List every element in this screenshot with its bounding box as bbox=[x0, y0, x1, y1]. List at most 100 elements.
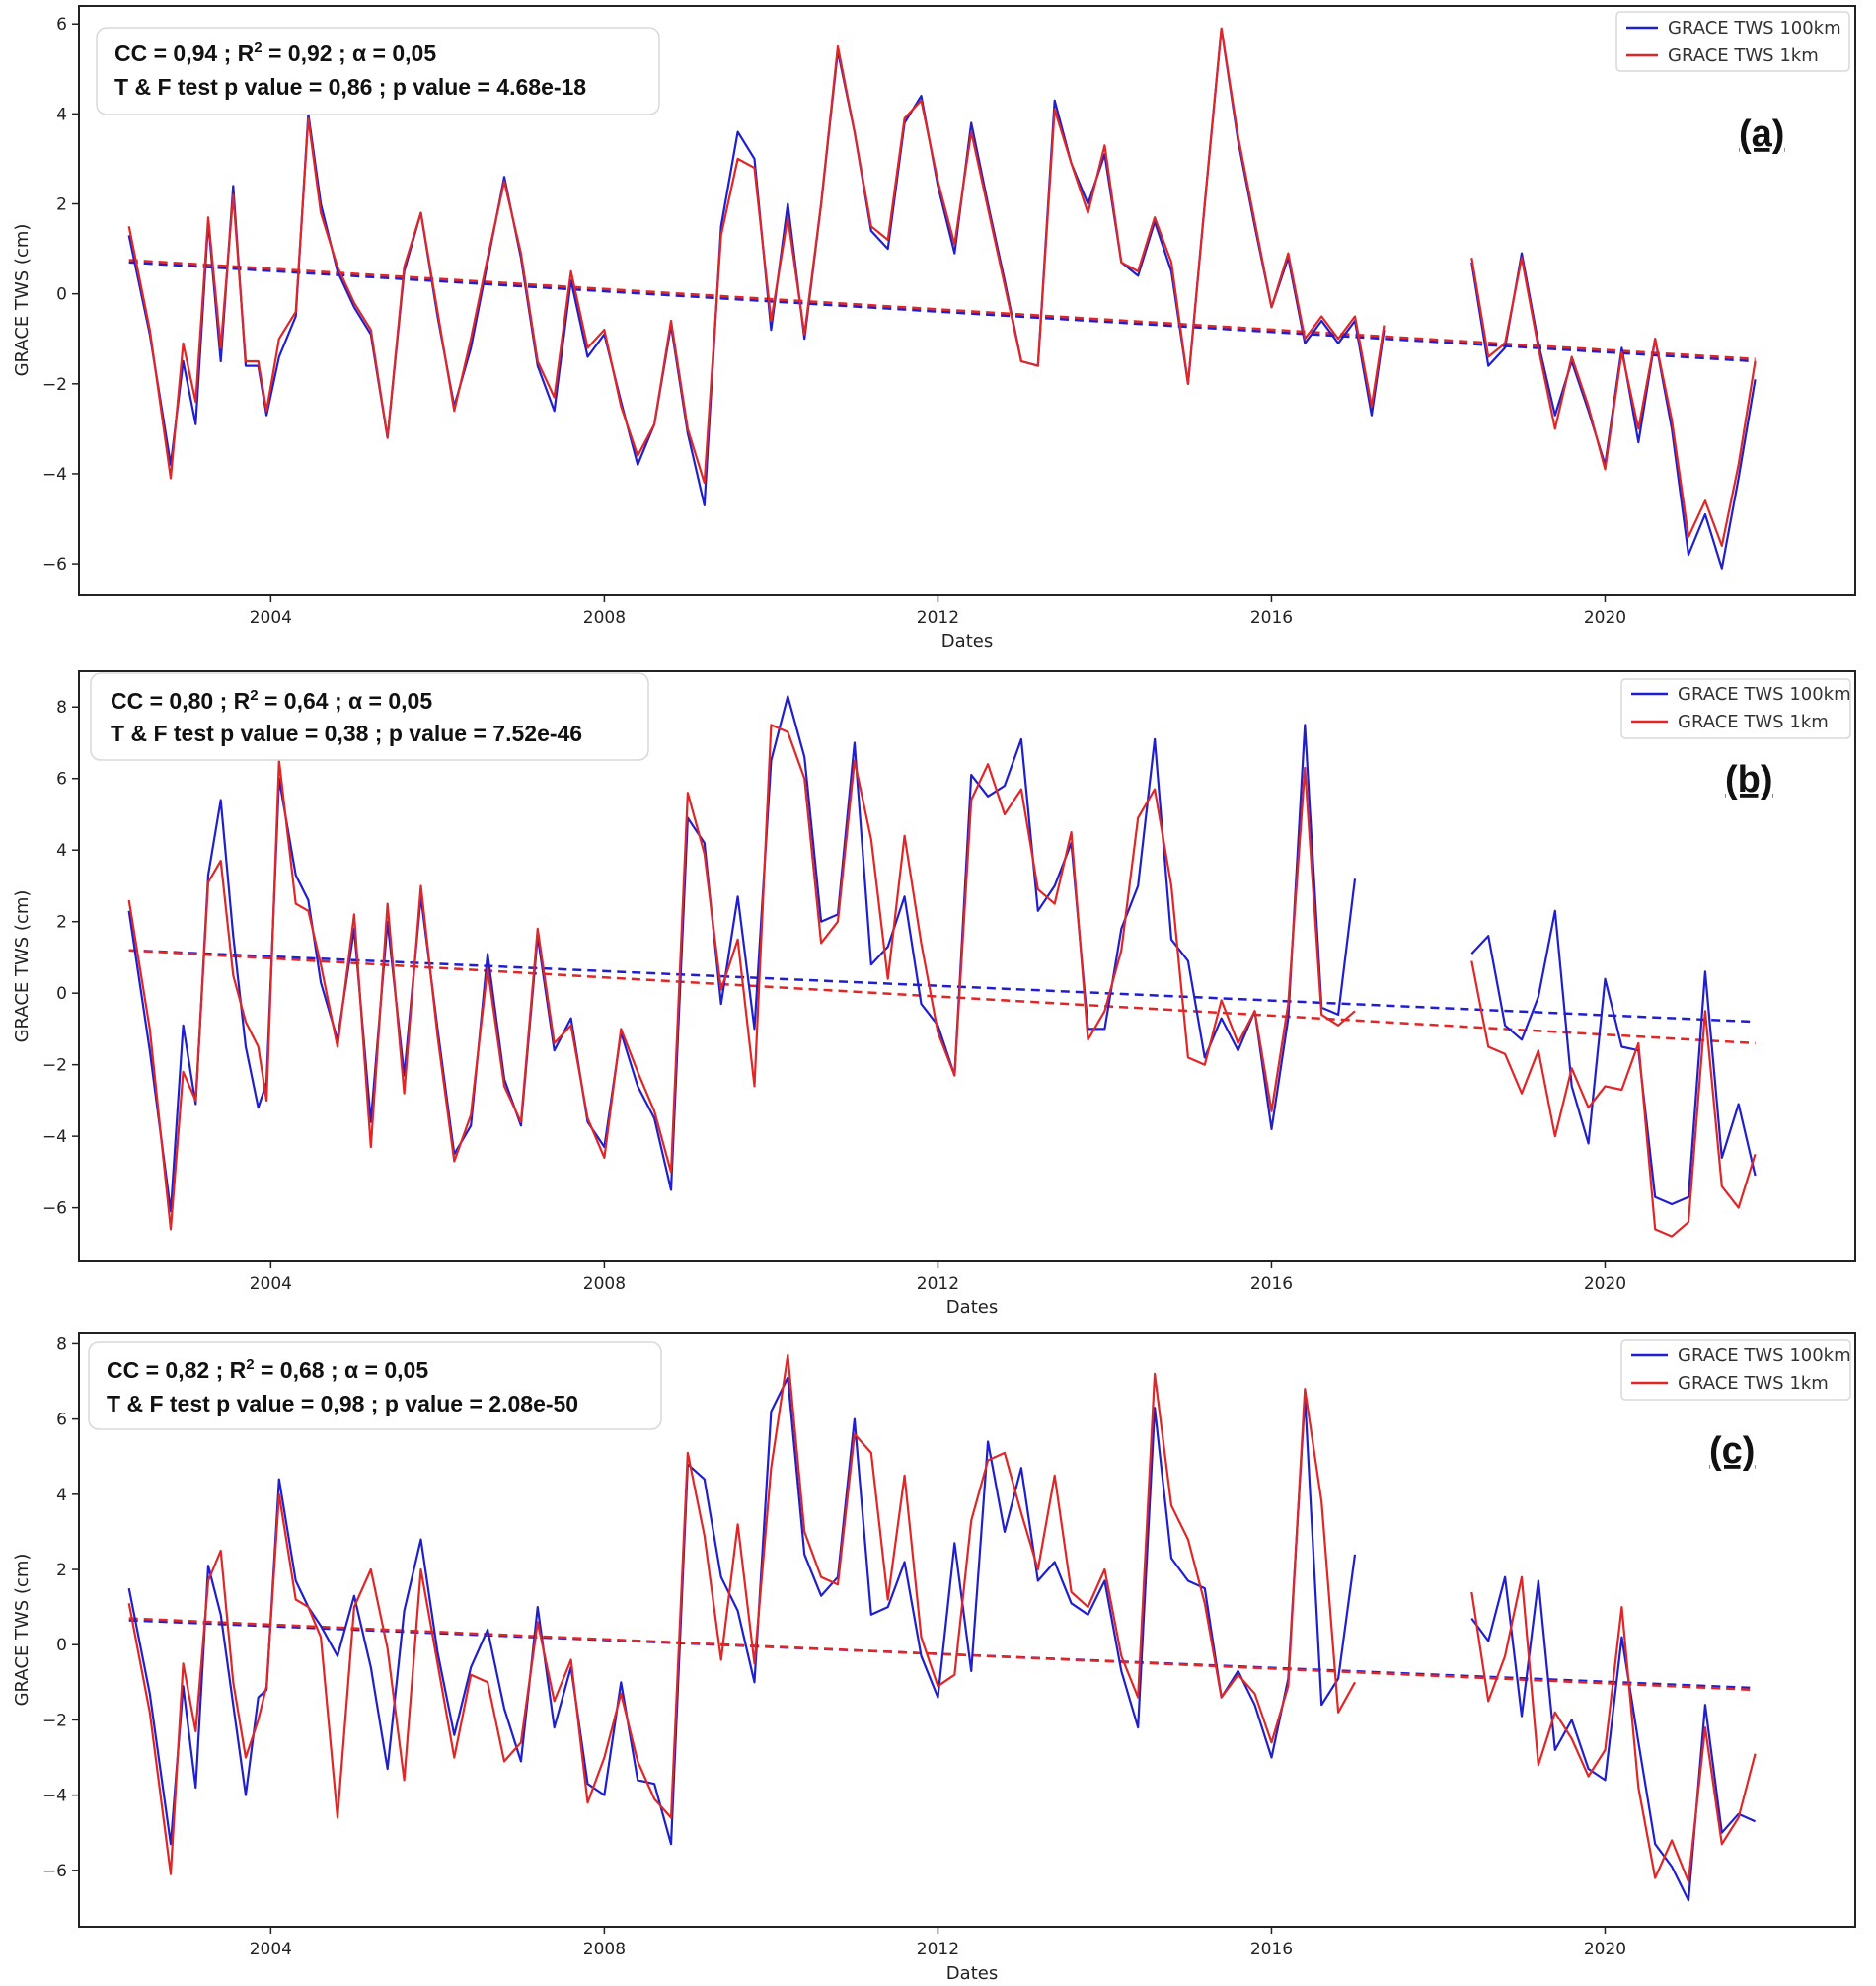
y-tick-label: 4 bbox=[56, 841, 67, 861]
stats-line-1-post: = 0,64 ; α = 0,05 bbox=[259, 688, 433, 714]
x-axis-label: Dates bbox=[941, 631, 993, 651]
series-line-100km bbox=[1470, 1575, 1757, 1902]
y-tick-label: −6 bbox=[42, 1862, 67, 1881]
x-tick-label: 2008 bbox=[583, 1940, 626, 1959]
x-tick-label: 2020 bbox=[1584, 608, 1626, 628]
series-line-1km bbox=[127, 1353, 1356, 1875]
legend-label-1km: GRACE TWS 1km bbox=[1678, 712, 1829, 732]
y-tick-label: 8 bbox=[56, 698, 67, 718]
stats-line-1-sup: 2 bbox=[246, 1356, 254, 1373]
trend-line-red bbox=[128, 259, 1756, 360]
panel-b: 2004 2008 2012 2016 2020 −6 −4 −2 0 2 4 6 8 Dates GR… bbox=[12, 670, 1856, 1318]
series-line-1km bbox=[1470, 960, 1757, 1238]
y-tick-label: 6 bbox=[56, 1411, 67, 1430]
stats-line-2: T & F test p value = 0,86 ; p value = 4.… bbox=[114, 74, 586, 100]
x-tick-label: 2012 bbox=[917, 1940, 959, 1959]
x-tick-label: 2004 bbox=[250, 1940, 292, 1959]
series-line-100km bbox=[127, 1376, 1357, 1846]
x-tick-label: 2016 bbox=[1250, 1940, 1293, 1959]
y-tick-label: −4 bbox=[42, 1787, 67, 1806]
legend-box bbox=[1620, 1339, 1851, 1401]
y-tick-label: −2 bbox=[42, 1711, 67, 1730]
panel-label: (c) bbox=[1709, 1430, 1755, 1472]
y-tick-label: 0 bbox=[56, 984, 67, 1004]
y-axis-label: GRACE TWS (cm) bbox=[12, 890, 33, 1043]
stats-line-1: CC = 0,82 ; R2 = 0,68 ; α = 0,05 bbox=[107, 1356, 428, 1383]
trend-line-blue bbox=[128, 261, 1756, 363]
y-tick-label: −6 bbox=[42, 555, 67, 574]
y-tick-label: 6 bbox=[56, 15, 67, 35]
trend-line-blue bbox=[128, 949, 1756, 1024]
y-tick-label: −4 bbox=[42, 1127, 67, 1147]
axes-frame bbox=[78, 670, 1856, 1262]
stats-line-1-pre: CC = 0,80 ; R bbox=[111, 688, 251, 714]
y-tick-label: −4 bbox=[42, 465, 67, 485]
y-axis-label: GRACE TWS (cm) bbox=[12, 1554, 33, 1707]
legend-box bbox=[1615, 11, 1850, 72]
x-tick-label: 2016 bbox=[1250, 608, 1293, 628]
stats-box bbox=[90, 672, 649, 761]
y-tick-label: −2 bbox=[42, 1056, 67, 1076]
stats-line-1: CC = 0,80 ; R2 = 0,64 ; α = 0,05 bbox=[111, 687, 432, 714]
series-line-100km bbox=[1470, 909, 1757, 1206]
legend-label-100km: GRACE TWS 100km bbox=[1678, 684, 1851, 705]
stats-line-1-pre: CC = 0,94 ; R bbox=[114, 40, 255, 66]
trend-line-red bbox=[128, 949, 1756, 1045]
y-tick-label: −2 bbox=[42, 375, 67, 395]
x-tick-label: 2004 bbox=[250, 1274, 292, 1294]
y-tick-label: 4 bbox=[56, 105, 67, 124]
series-line-1km bbox=[127, 27, 1386, 485]
legend-box bbox=[1620, 678, 1851, 739]
x-tick-label: 2020 bbox=[1584, 1940, 1626, 1959]
x-axis-label: Dates bbox=[946, 1297, 998, 1318]
axes-frame bbox=[78, 5, 1856, 596]
trend-line-red bbox=[128, 1617, 1756, 1692]
tick-group: 2004 2008 2012 2016 2020 −6 −4 −2 0 2 4 6 8 bbox=[42, 1335, 1626, 1959]
y-tick-label: 2 bbox=[56, 1561, 67, 1580]
y-tick-label: 6 bbox=[56, 770, 67, 790]
y-tick-label: 2 bbox=[56, 913, 67, 933]
tick-group: 2004 2008 2012 2016 2020 −6 −4 −2 0 2 4 6 bbox=[42, 15, 1626, 628]
panel-label: (b) bbox=[1725, 759, 1773, 801]
legend-label-1km: GRACE TWS 1km bbox=[1668, 45, 1819, 66]
y-tick-label: 4 bbox=[56, 1486, 67, 1505]
x-tick-label: 2008 bbox=[583, 608, 626, 628]
series-line-100km bbox=[127, 695, 1357, 1213]
x-tick-label: 2020 bbox=[1584, 1274, 1626, 1294]
y-tick-label: 0 bbox=[56, 285, 67, 305]
line-group bbox=[127, 695, 1757, 1238]
y-axis-label: GRACE TWS (cm) bbox=[12, 224, 33, 377]
stats-line-2: T & F test p value = 0,38 ; p value = 7.… bbox=[111, 721, 582, 746]
legend-label-100km: GRACE TWS 100km bbox=[1668, 18, 1841, 38]
axes-frame bbox=[78, 1332, 1856, 1928]
y-tick-label: 0 bbox=[56, 1636, 67, 1655]
line-group bbox=[127, 1353, 1757, 1902]
stats-line-2: T & F test p value = 0,98 ; p value = 2.… bbox=[107, 1391, 578, 1416]
stats-line-1-post: = 0,68 ; α = 0,05 bbox=[255, 1357, 429, 1383]
panel-c: 2004 2008 2012 2016 2020 −6 −4 −2 0 2 4 6 8 Dates GR… bbox=[12, 1332, 1856, 1984]
panel-a: 2004 2008 2012 2016 2020 −6 −4 −2 0 2 4 6 Dates GRA… bbox=[12, 5, 1856, 651]
y-tick-label: −6 bbox=[42, 1199, 67, 1219]
legend-label-1km: GRACE TWS 1km bbox=[1678, 1373, 1829, 1394]
series-line-1km bbox=[1470, 257, 1757, 548]
stats-line-1-pre: CC = 0,82 ; R bbox=[107, 1357, 247, 1383]
series-line-1km bbox=[1470, 1575, 1757, 1883]
legend-label-100km: GRACE TWS 100km bbox=[1678, 1345, 1851, 1366]
series-line-1km bbox=[127, 724, 1356, 1231]
x-axis-label: Dates bbox=[946, 1963, 998, 1984]
tick-group: 2004 2008 2012 2016 2020 −6 −4 −2 0 2 4 6 8 bbox=[42, 698, 1626, 1294]
x-tick-label: 2008 bbox=[583, 1274, 626, 1294]
stats-line-1-sup: 2 bbox=[254, 39, 262, 56]
panel-label: (a) bbox=[1739, 114, 1784, 155]
stats-line-1-post: = 0,92 ; α = 0,05 bbox=[263, 40, 437, 66]
x-tick-label: 2016 bbox=[1250, 1274, 1293, 1294]
stats-line-1: CC = 0,94 ; R2 = 0,92 ; α = 0,05 bbox=[114, 39, 436, 66]
stats-line-1-sup: 2 bbox=[250, 687, 258, 704]
stats-box bbox=[88, 1341, 662, 1430]
y-tick-label: 2 bbox=[56, 195, 67, 215]
x-tick-label: 2004 bbox=[250, 608, 292, 628]
trend-line-blue bbox=[128, 1619, 1756, 1690]
y-tick-label: 8 bbox=[56, 1335, 67, 1354]
stats-box bbox=[96, 27, 660, 115]
